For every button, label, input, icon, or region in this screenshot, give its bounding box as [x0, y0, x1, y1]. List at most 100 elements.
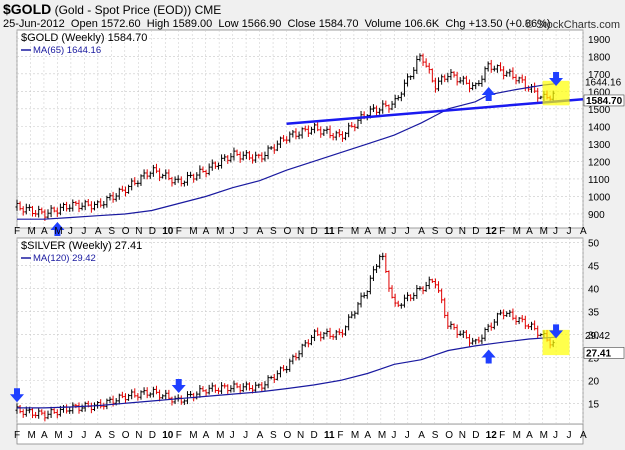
- silver-y-tick-label: 35: [588, 307, 600, 318]
- gold-price-bar: [185, 171, 189, 186]
- silver-price-bar: [260, 382, 264, 392]
- silver-price-bar: [220, 382, 224, 395]
- silver-price-bar: [334, 329, 338, 340]
- gold-price-bar: [328, 125, 332, 139]
- low-value: 1566.90: [241, 18, 282, 30]
- gold-arrow-up-icon: [481, 87, 496, 102]
- gold-y-tick-label: 1000: [588, 192, 611, 203]
- silver-price-bar: [381, 252, 385, 261]
- silver-price-bar: [344, 325, 348, 336]
- silver-price-bar: [486, 323, 490, 333]
- silver-price-bar: [297, 350, 301, 361]
- silver-x-tick-label: S: [108, 430, 115, 441]
- silver-price-bar: [247, 382, 251, 391]
- gold-x-tick-label: J: [391, 226, 396, 237]
- gold-price-bar: [266, 145, 270, 160]
- gold-price-bar: [179, 176, 183, 187]
- silver-price-bar: [390, 285, 394, 299]
- silver-price-bar: [154, 385, 158, 395]
- gold-price-bar: [120, 185, 124, 192]
- silver-x-tick-label: J: [391, 430, 396, 441]
- silver-price-bar: [282, 365, 286, 372]
- silver-price-bar: [275, 370, 279, 381]
- silver-x-tick-label: D: [149, 430, 156, 441]
- gold-price-bar: [418, 53, 422, 62]
- gold-price-bar: [226, 155, 230, 164]
- gold-price-bar: [474, 82, 478, 90]
- silver-legend-title: $SILVER (Weekly) 27.41: [21, 240, 142, 252]
- silver-price-bar: [480, 334, 484, 345]
- silver-price-bar: [120, 391, 124, 399]
- gold-price-bar: [71, 199, 75, 212]
- silver-price-bar: [353, 310, 357, 319]
- silver-x-tick-label: A: [95, 430, 102, 441]
- stockcharts-credit: © StockCharts.com: [525, 19, 620, 31]
- gold-price-bar: [40, 207, 44, 215]
- high-label: High: [146, 18, 170, 30]
- silver-price-bar: [164, 389, 168, 400]
- gold-price-bar: [275, 140, 279, 152]
- silver-price-bar: [272, 373, 276, 383]
- gold-price-bar: [458, 77, 462, 84]
- gold-x-tick-label: M: [513, 226, 521, 237]
- silver-x-tick-label: J: [405, 430, 410, 441]
- gold-price-bar: [381, 100, 385, 114]
- silver-price-bar: [502, 309, 506, 320]
- silver-x-tick-label: F: [14, 430, 20, 441]
- silver-arrow-down-icon: [10, 388, 24, 403]
- silver-price-bar: [471, 337, 475, 345]
- gold-x-tick-label: 10: [162, 226, 174, 237]
- gold-x-tick-label: F: [176, 226, 182, 237]
- gold-price-bar: [154, 163, 158, 174]
- silver-price-bar: [43, 410, 47, 422]
- gold-price-bar: [34, 210, 38, 217]
- gold-x-tick-label: D: [472, 226, 479, 237]
- gold-price-bar: [371, 104, 375, 112]
- silver-price-bar: [415, 284, 419, 299]
- gold-price-bar: [204, 169, 208, 178]
- gold-price-bar: [260, 152, 264, 163]
- gold-price-bar: [387, 104, 391, 113]
- gold-price-bar: [536, 87, 540, 102]
- silver-price-bar: [409, 294, 413, 302]
- gold-price-bar: [207, 163, 211, 176]
- silver-price-bar: [68, 406, 72, 414]
- gold-price-bar: [337, 129, 341, 138]
- gold-ma-line: [17, 83, 557, 220]
- silver-x-tick-label: J: [243, 430, 248, 441]
- silver-price-bar: [30, 408, 34, 419]
- silver-price-bar: [371, 266, 375, 281]
- silver-price-bar: [145, 387, 149, 399]
- gold-price-bar: [384, 100, 388, 108]
- silver-price-bar: [15, 403, 19, 414]
- silver-price-bar: [213, 384, 217, 393]
- gold-y-tick-label: 1500: [588, 105, 611, 116]
- gold-price-bar: [430, 68, 434, 83]
- silver-price-bar: [427, 276, 431, 290]
- silver-price-bar: [148, 392, 152, 398]
- silver-price-bar: [278, 366, 282, 378]
- gold-price-bar: [21, 206, 25, 216]
- silver-arrow-up-icon: [481, 349, 496, 364]
- silver-price-bar: [142, 387, 146, 395]
- silver-price-bar: [412, 292, 416, 301]
- silver-y-tick-label: 50: [588, 239, 600, 250]
- gold-price-bar: [303, 125, 307, 132]
- silver-price-bar: [443, 297, 447, 319]
- silver-price-bar: [511, 308, 515, 321]
- silver-price-bar: [362, 292, 366, 299]
- gold-price-bar: [161, 173, 165, 179]
- silver-x-tick-label: F: [499, 430, 505, 441]
- gold-x-tick-label: D: [310, 226, 317, 237]
- gold-price-bar: [92, 201, 96, 211]
- gold-price-bar: [495, 64, 499, 73]
- gold-price-bar: [477, 80, 481, 87]
- silver-price-bar: [309, 334, 313, 346]
- silver-price-bar: [52, 408, 56, 414]
- silver-price-bar: [449, 321, 453, 330]
- silver-price-bar: [294, 352, 298, 361]
- gold-price-bar: [80, 202, 84, 211]
- gold-x-tick-label: N: [135, 226, 142, 237]
- gold-x-tick-label: J: [405, 226, 410, 237]
- silver-price-bar: [226, 384, 230, 394]
